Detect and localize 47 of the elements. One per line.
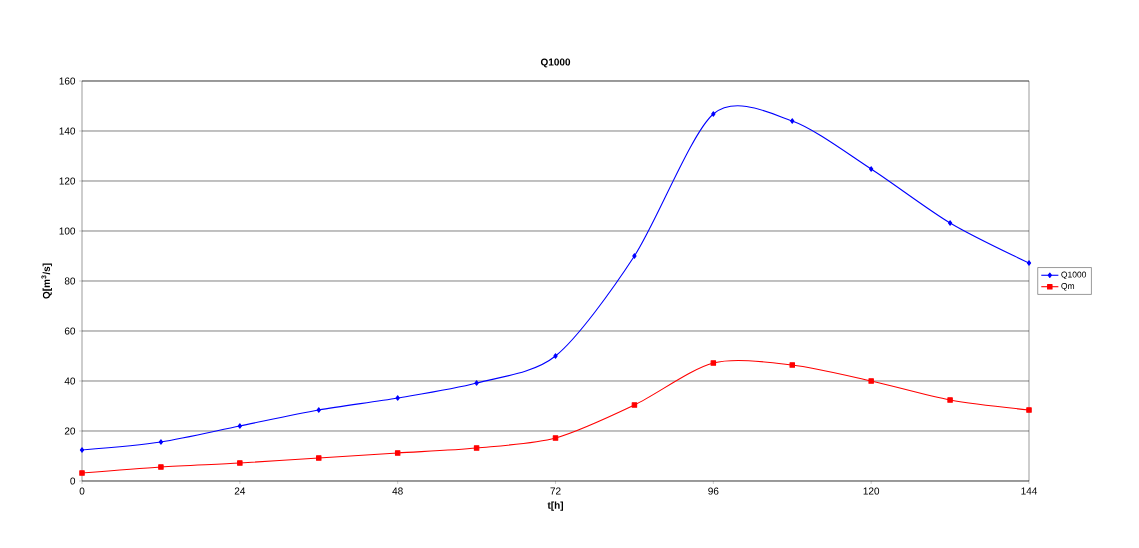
- point: [789, 362, 796, 368]
- x-tick-label: 24: [234, 487, 246, 495]
- point: [947, 397, 953, 403]
- y-tick-label: 100: [59, 227, 76, 235]
- y-tick-label: 120: [59, 177, 76, 185]
- point: [553, 353, 558, 359]
- point: [1026, 407, 1032, 413]
- x-tick-label: 144: [1021, 487, 1038, 495]
- y-tick-label: 60: [64, 327, 76, 335]
- y-tick-label: 20: [64, 427, 76, 435]
- point: [868, 378, 874, 384]
- x-tick-label: 72: [550, 487, 561, 495]
- legend-label: Q1000: [1061, 271, 1087, 280]
- point: [158, 439, 164, 445]
- point: [552, 435, 559, 441]
- y-tick-label: 80: [64, 277, 76, 285]
- point: [473, 445, 480, 451]
- chart-title: Q1000: [540, 58, 571, 68]
- point: [474, 380, 479, 386]
- y-tick-label: 40: [64, 377, 76, 385]
- point: [158, 464, 164, 470]
- y-axis-title: Q[m$^{3}$/s]: [41, 263, 52, 299]
- point: [395, 395, 400, 401]
- x-tick-label: 96: [708, 487, 719, 495]
- point: [1026, 260, 1032, 266]
- x-tick-label: 120: [863, 487, 880, 495]
- x-tick-label: 0: [79, 487, 85, 495]
- point: [394, 450, 401, 456]
- point: [631, 402, 638, 408]
- point: [710, 360, 717, 366]
- point: [790, 118, 795, 124]
- legend-label: Qm: [1061, 282, 1075, 291]
- point: [868, 166, 874, 172]
- point: [632, 253, 637, 259]
- point: [947, 220, 953, 226]
- point: [316, 455, 322, 461]
- x-axis-title: t[h]: [547, 501, 563, 511]
- y-tick-label: 140: [59, 127, 76, 135]
- point: [79, 470, 85, 476]
- x-tick-label: 48: [392, 487, 403, 495]
- y-tick-label: 0: [70, 477, 76, 485]
- point: [237, 423, 243, 429]
- point: [316, 407, 321, 413]
- y-tick-label: 160: [59, 77, 76, 85]
- point: [711, 111, 716, 117]
- point: [237, 460, 243, 466]
- point: [79, 447, 85, 453]
